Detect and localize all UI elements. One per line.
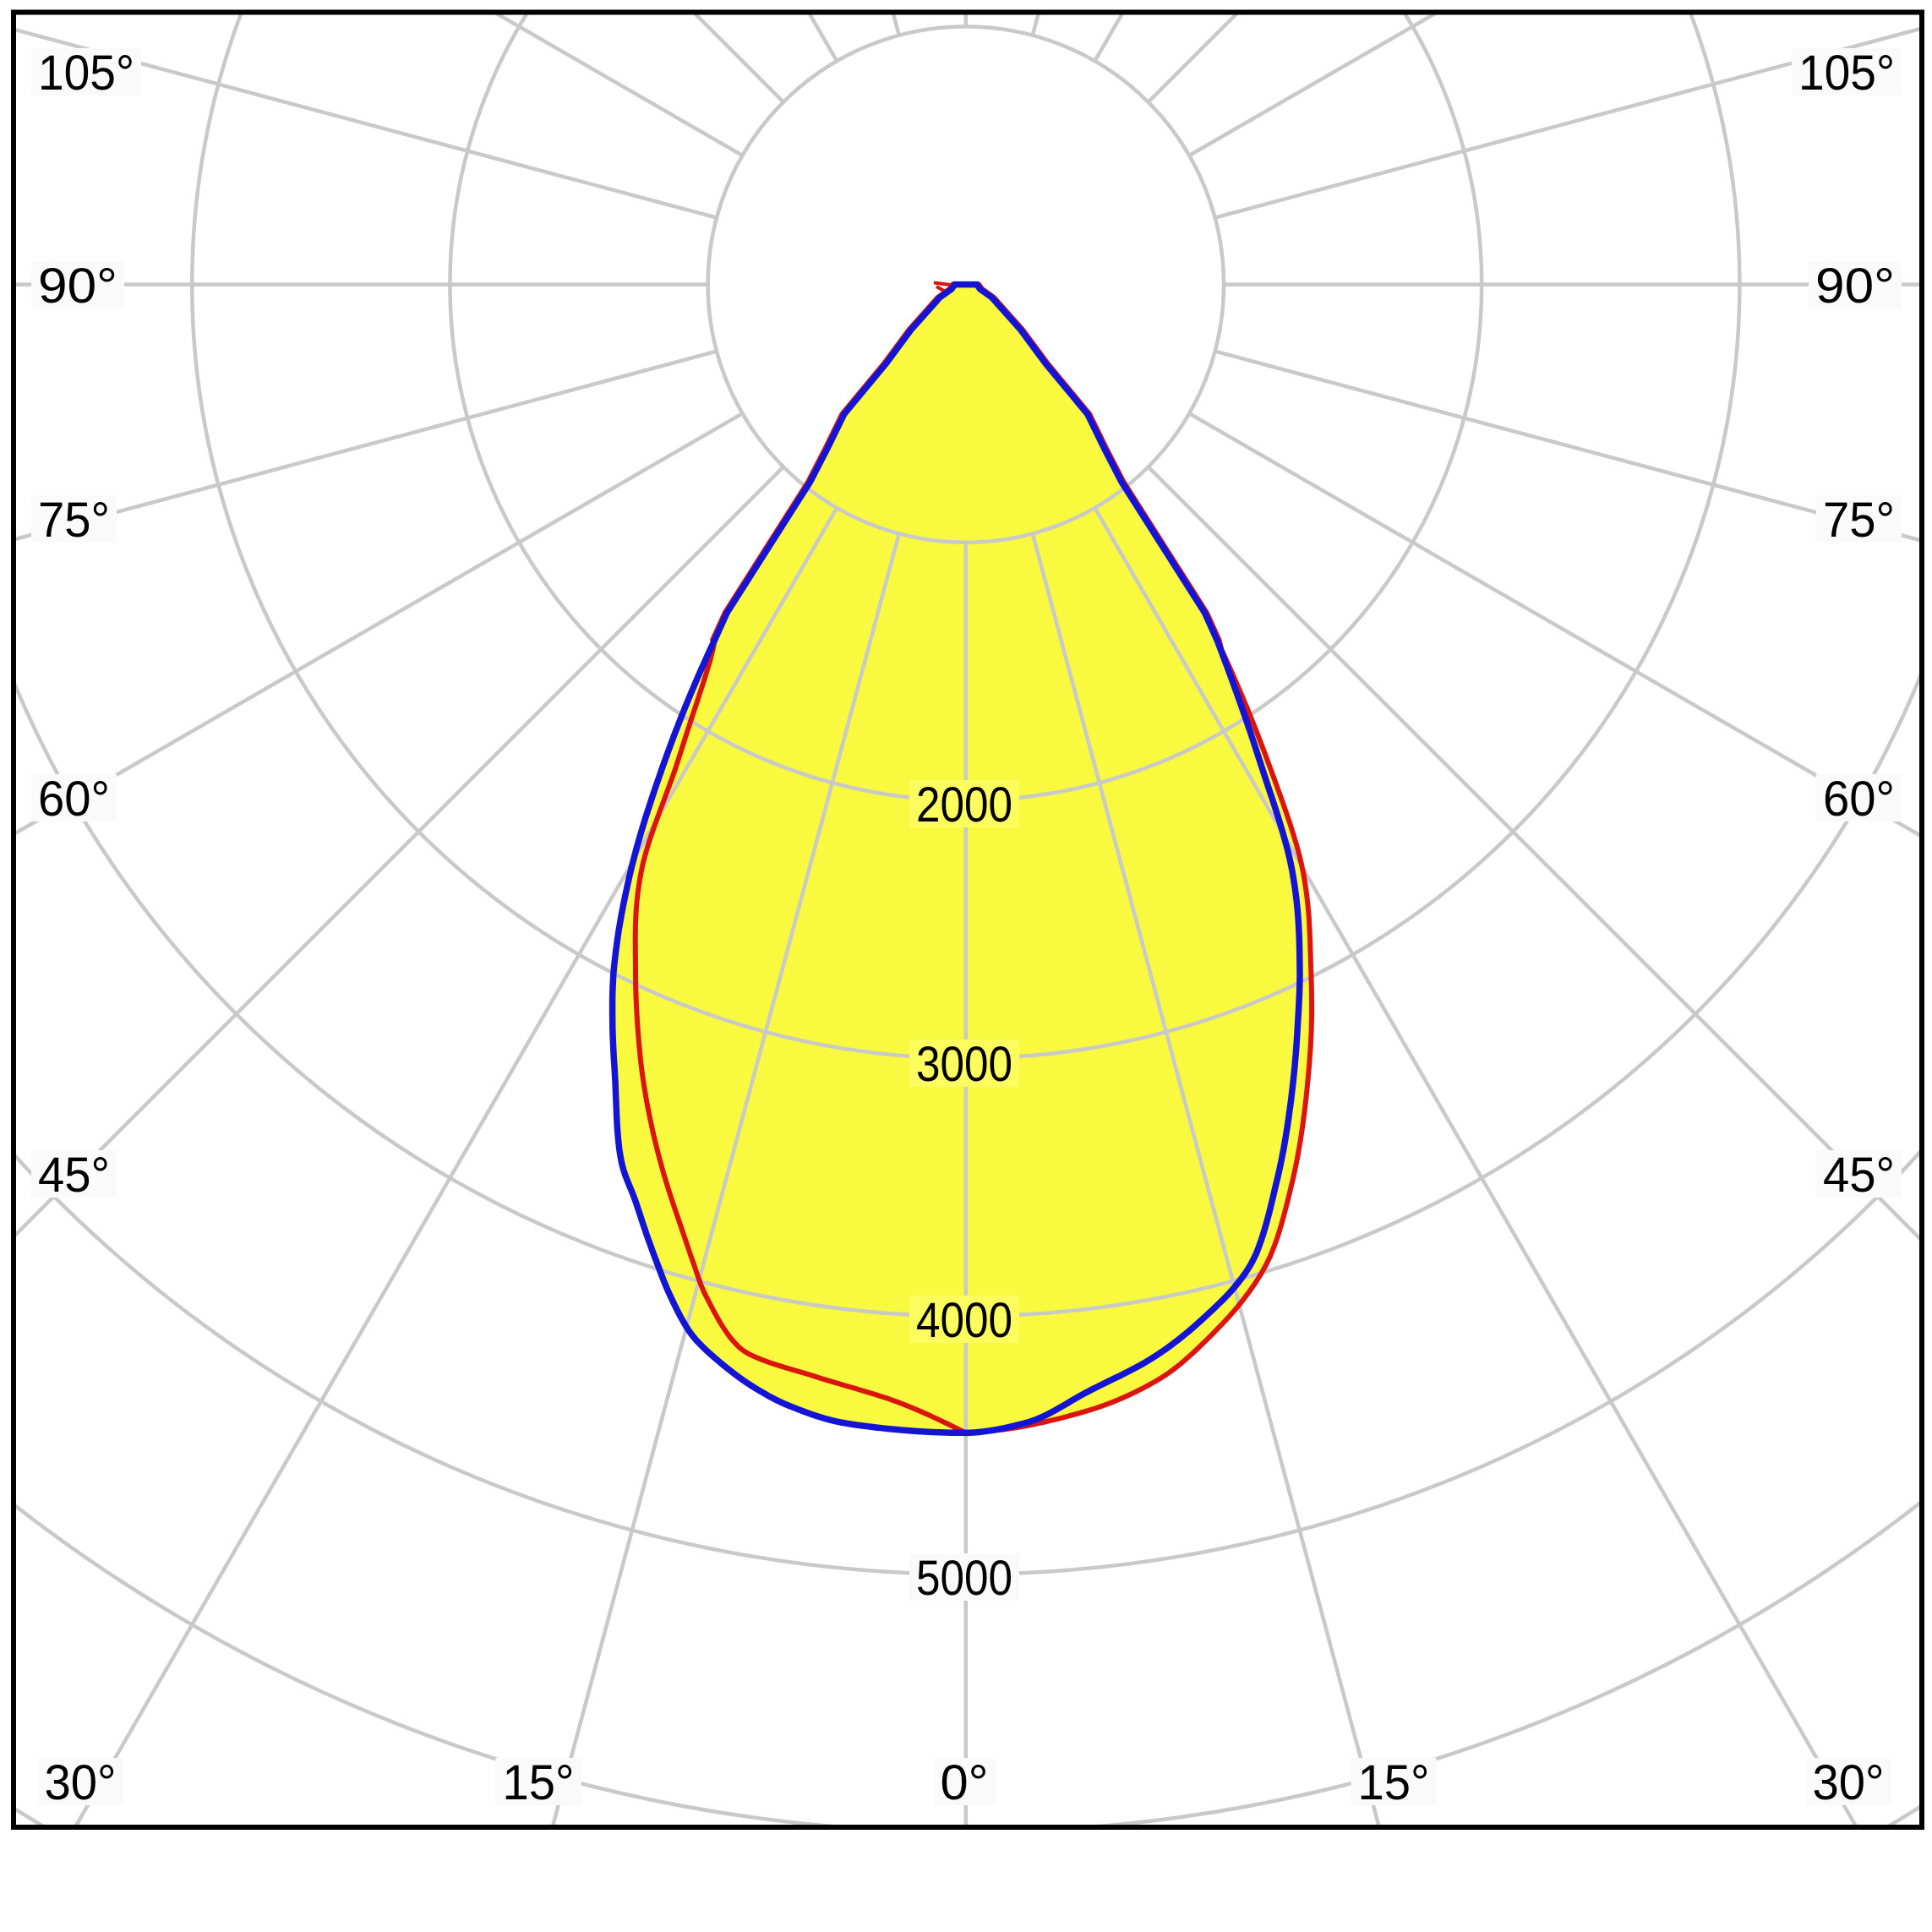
svg-text:0°: 0° (941, 1755, 989, 1810)
svg-text:15°: 15° (1358, 1755, 1430, 1810)
svg-text:30°: 30° (1813, 1755, 1885, 1810)
svg-text:2000: 2000 (916, 778, 1012, 832)
svg-text:60°: 60° (1823, 772, 1895, 827)
svg-text:60°: 60° (38, 772, 110, 827)
svg-text:105°: 105° (1798, 46, 1895, 101)
svg-text:45°: 45° (38, 1148, 110, 1203)
svg-text:15°: 15° (503, 1755, 575, 1810)
svg-text:5000: 5000 (916, 1551, 1012, 1606)
svg-text:90°: 90° (38, 259, 117, 314)
svg-text:75°: 75° (1823, 493, 1895, 548)
svg-text:105°: 105° (38, 46, 134, 101)
svg-text:4000: 4000 (916, 1293, 1012, 1348)
svg-text:30°: 30° (45, 1755, 117, 1810)
svg-text:75°: 75° (38, 493, 110, 548)
svg-text:90°: 90° (1815, 259, 1895, 314)
svg-text:45°: 45° (1823, 1148, 1895, 1203)
svg-text:3000: 3000 (916, 1037, 1012, 1092)
